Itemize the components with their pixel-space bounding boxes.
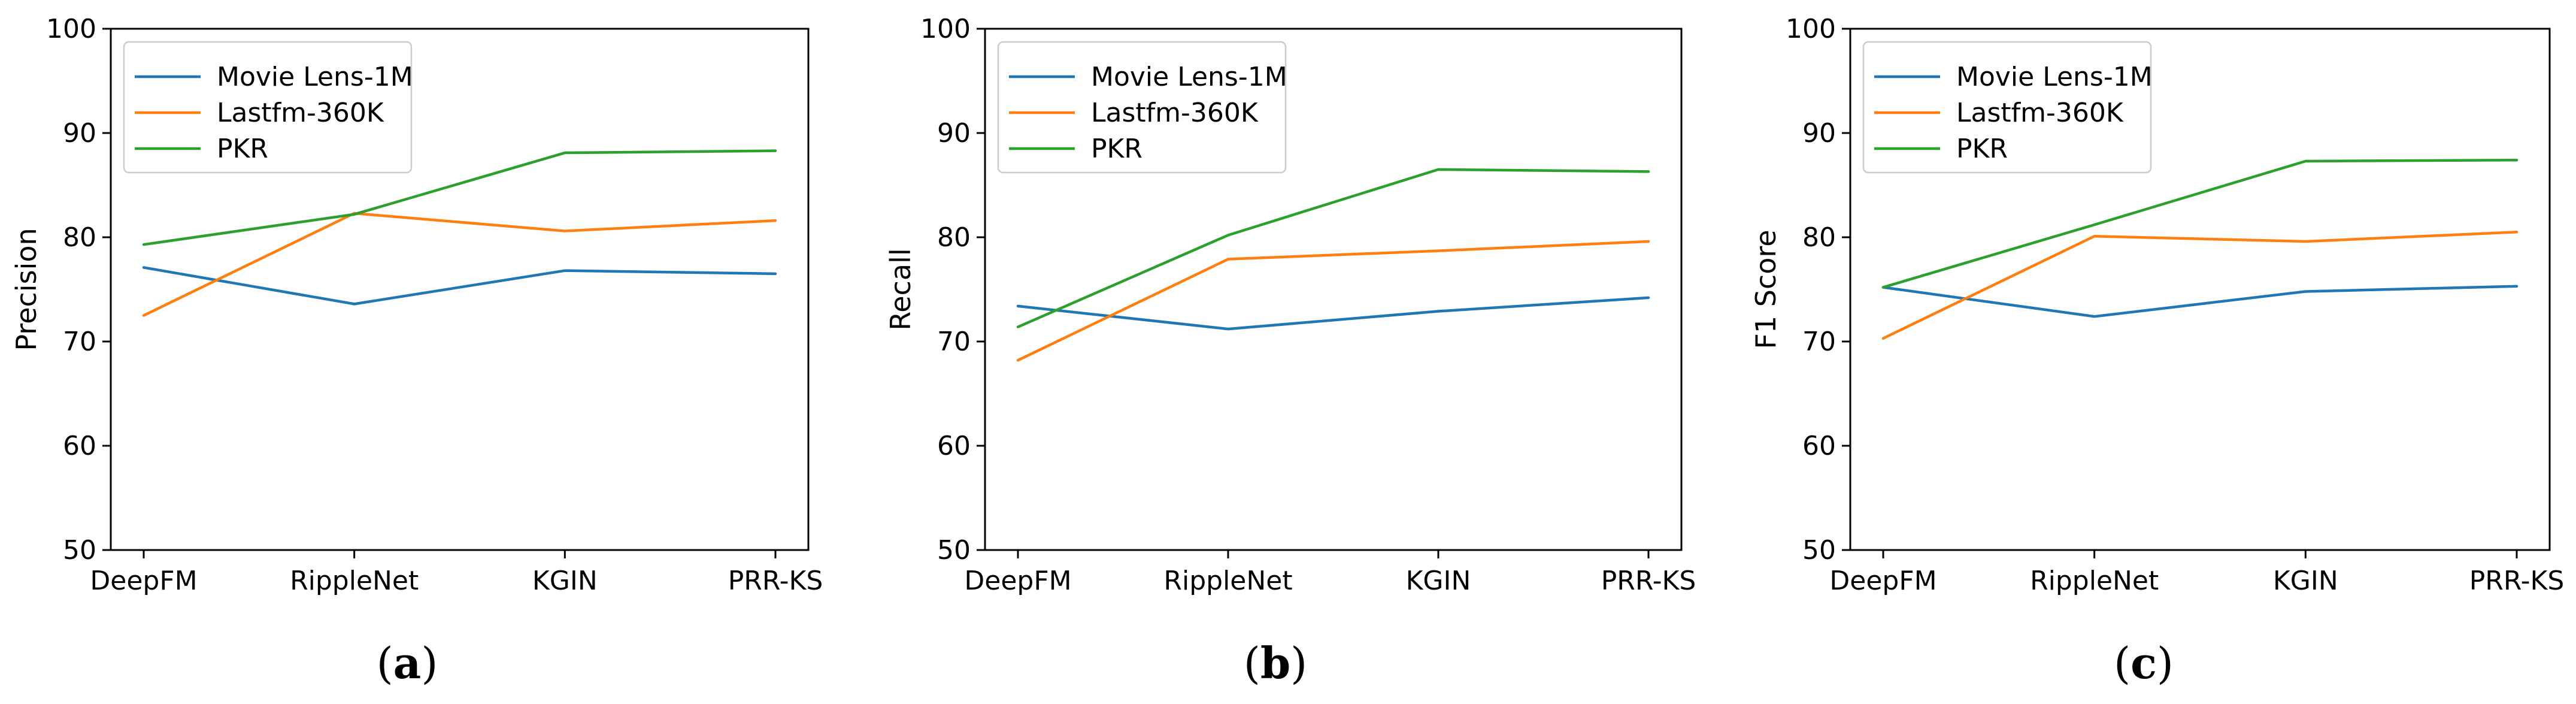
legend-entry-label: Lastfm-360K xyxy=(1091,98,1259,128)
panel-caption: (b) xyxy=(1244,637,1308,688)
x-tick-label: PRR-KS xyxy=(728,566,823,596)
x-tick-label: KGIN xyxy=(532,566,598,596)
legend-entry-label: Movie Lens-1M xyxy=(1956,62,2153,92)
x-tick-label: RippleNet xyxy=(2030,566,2159,596)
series-line-pkr xyxy=(1016,168,1650,328)
legend-entry-label: PKR xyxy=(217,134,268,164)
y-tick-label: 70 xyxy=(1802,327,1836,357)
y-tick-label: 90 xyxy=(63,118,96,149)
legend-entry-label: Movie Lens-1M xyxy=(1091,62,1287,92)
x-tick-label: DeepFM xyxy=(90,566,197,596)
series-line-lastfm-360k xyxy=(1881,231,2519,340)
series-line-lastfm-360k xyxy=(142,211,777,317)
legend-box xyxy=(997,41,1287,174)
series-line-movie-lens-1m xyxy=(1016,296,1650,331)
y-axis-label: F1 Score xyxy=(1750,229,1782,349)
y-tick-label: 100 xyxy=(46,14,96,44)
panel-caption: (c) xyxy=(2114,637,2174,688)
y-tick-label: 60 xyxy=(1802,431,1836,461)
plot-frame xyxy=(984,28,1683,551)
legend: Movie Lens-1M Lastfm-360K PKR xyxy=(997,41,1287,174)
y-tick-label: 100 xyxy=(1786,14,1836,44)
y-tick-label: 70 xyxy=(63,327,96,357)
chart-panel-b: 50 60 70 80 90 100 DeepFM RippleNet KGIN PRR-KS Re… xyxy=(884,14,1696,688)
y-axis-label: Precision xyxy=(10,228,43,351)
legend-entry-label: Movie Lens-1M xyxy=(217,62,413,92)
chart-panel-c: 50 60 70 80 90 100 DeepFM RippleNet KGIN PRR-KS F1… xyxy=(1750,14,2564,688)
y-tick-label: 70 xyxy=(937,327,971,357)
series-line-movie-lens-1m xyxy=(1881,285,2519,318)
x-tick-label: PRR-KS xyxy=(1601,566,1696,596)
legend-box xyxy=(1862,41,2152,174)
x-tick-label: RippleNet xyxy=(1163,566,1292,596)
x-tick-label: DeepFM xyxy=(964,566,1071,596)
plot-frame xyxy=(110,28,810,551)
legend-box xyxy=(123,41,413,174)
y-tick-label: 60 xyxy=(63,431,96,461)
panel-letter: c xyxy=(2130,637,2157,688)
chart-panel-a: 50 60 70 80 90 100 DeepFM RippleNet KGIN PRR-KS Pr… xyxy=(10,14,823,688)
y-axis-label: Recall xyxy=(884,248,917,330)
y-tick-label: 50 xyxy=(63,535,96,566)
y-tick-label: 50 xyxy=(937,535,971,566)
y-tick-label: 90 xyxy=(1802,118,1836,149)
y-tick-label: 90 xyxy=(937,118,971,149)
series-line-pkr xyxy=(1881,158,2519,289)
x-tick-label: PRR-KS xyxy=(2469,566,2565,596)
x-tick-label: KGIN xyxy=(2273,566,2338,596)
x-tick-label: KGIN xyxy=(1406,566,1471,596)
legend: Movie Lens-1M Lastfm-360K PKR xyxy=(1862,41,2153,174)
y-tick-label: 60 xyxy=(937,431,971,461)
legend-entry-label: PKR xyxy=(1956,134,2008,164)
x-tick-label: RippleNet xyxy=(290,566,419,596)
legend-entry-label: Lastfm-360K xyxy=(1956,98,2124,128)
y-tick-label: 50 xyxy=(1802,535,1836,566)
series-line-pkr xyxy=(142,149,777,246)
legend-entry-label: PKR xyxy=(1091,134,1142,164)
series-line-movie-lens-1m xyxy=(142,266,777,306)
x-tick-label: DeepFM xyxy=(1829,566,1936,596)
legend: Movie Lens-1M Lastfm-360K PKR xyxy=(123,41,413,174)
series-line-lastfm-360k xyxy=(1016,240,1650,362)
y-tick-label: 80 xyxy=(937,222,971,253)
panel-letter: a xyxy=(393,637,422,688)
panel-letter: b xyxy=(1260,637,1290,688)
y-tick-label: 80 xyxy=(1802,222,1836,253)
y-tick-label: 80 xyxy=(63,222,96,253)
panel-caption: (a) xyxy=(377,637,438,688)
legend-entry-label: Lastfm-360K xyxy=(217,98,384,128)
plot-frame xyxy=(1849,28,2551,551)
y-tick-label: 100 xyxy=(920,14,971,44)
